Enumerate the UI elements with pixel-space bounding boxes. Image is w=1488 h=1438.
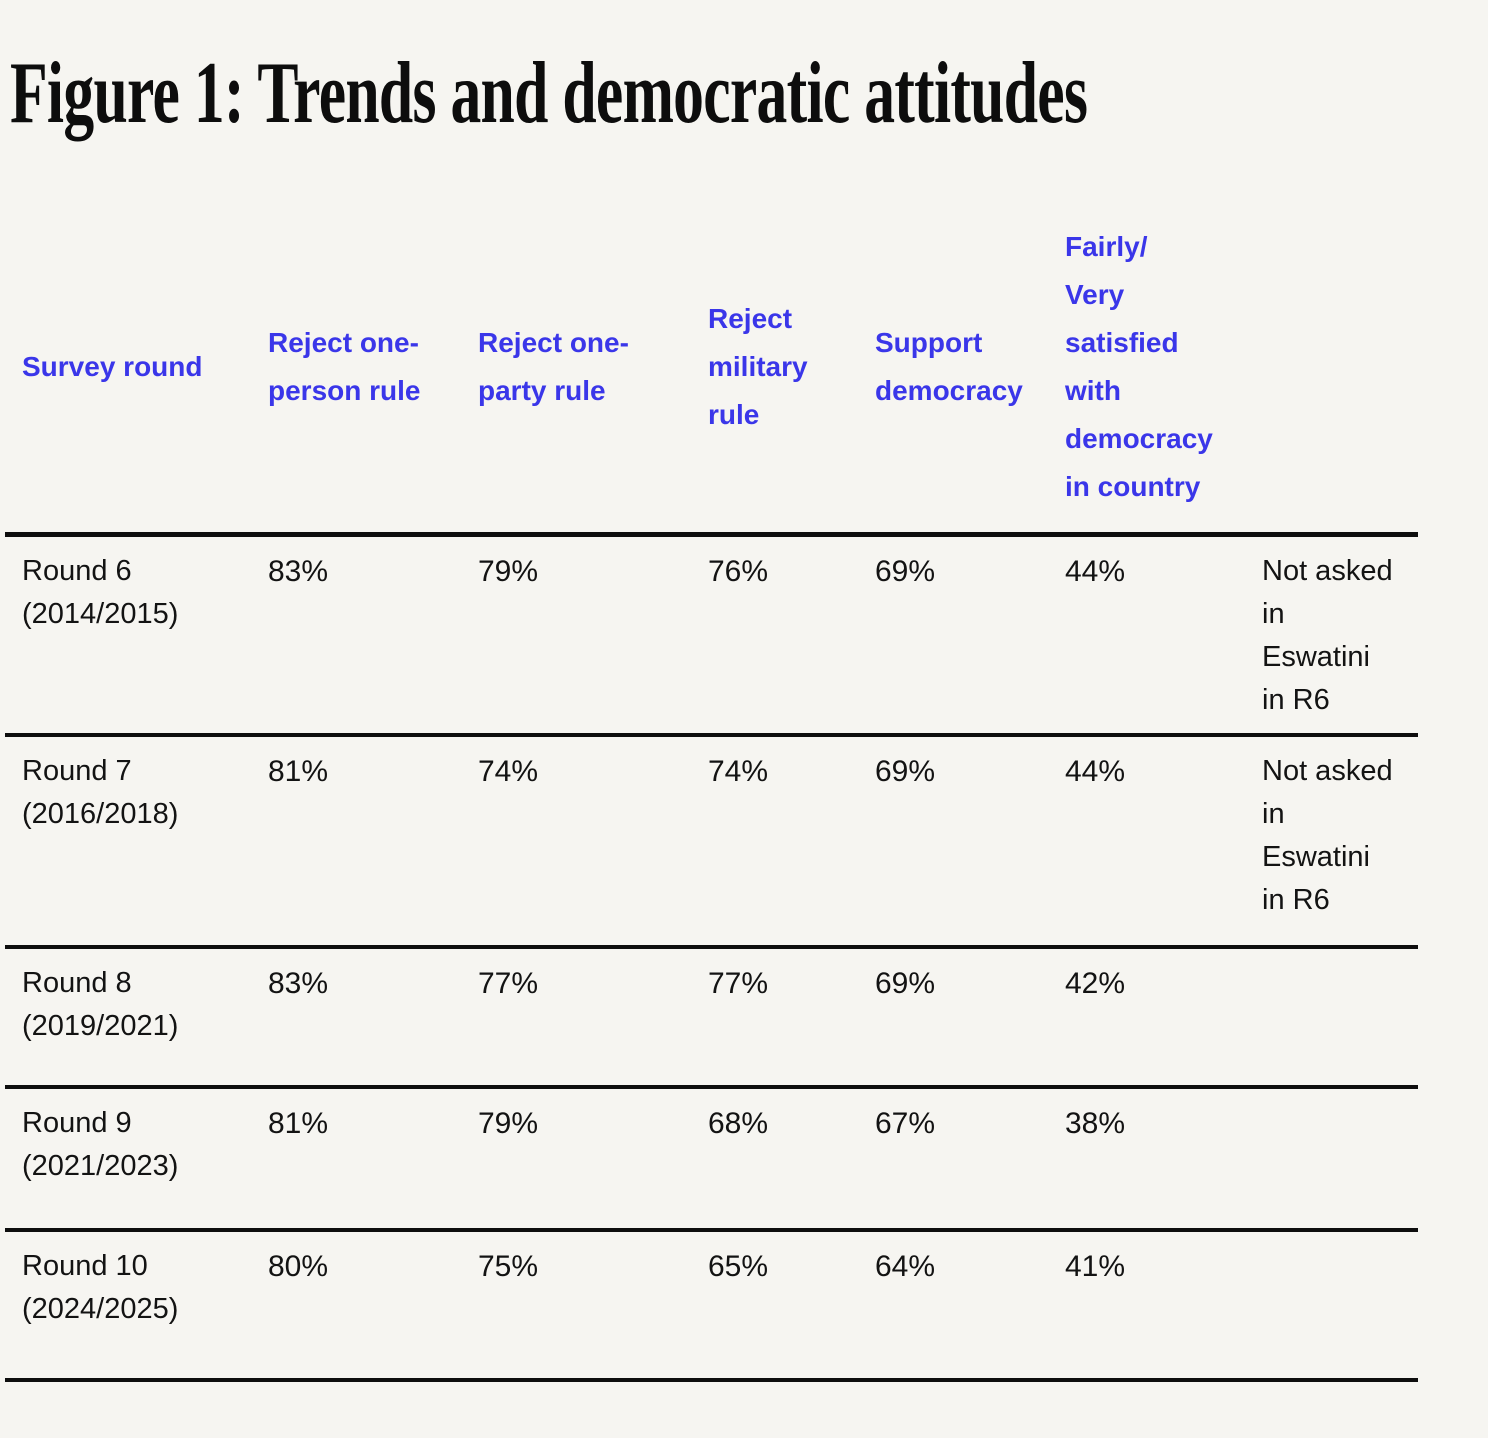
col-header-satisfied-with-democracy: Fairly/ Very satisfied with democracy in… [1065,231,1213,502]
value-cell: 65% [708,1250,769,1283]
value-cell: 41% [1065,1250,1126,1283]
value-cell: 69% [875,555,936,588]
round-cell: Round 9 (2021/2023) [22,1107,179,1182]
value-cell: 77% [708,967,769,1000]
figure-title: Figure 1: Trends and democratic attitude… [10,45,1088,142]
round-cell: Round 8 (2019/2021) [22,967,179,1042]
col-header-reject-one-person-rule: Reject one- person rule [268,327,421,406]
value-cell: 83% [268,555,329,588]
value-cell: 44% [1065,555,1126,588]
value-cell: 79% [478,555,539,588]
value-cell: 64% [875,1250,936,1283]
round-cell: Round 10 (2024/2025) [22,1250,179,1325]
header-row: Survey round Reject one- person rule Rej… [5,138,1418,537]
value-cell: 75% [478,1250,539,1283]
value-cell: 74% [708,755,769,788]
value-cell: 79% [478,1107,539,1140]
value-cell: 69% [875,967,936,1000]
table-row-round-9: Round 9 (2021/2023) 81% 79% 68% 67% 38% [5,1089,1418,1232]
note-cell: Not asked in Eswatini in R6 [1262,555,1393,716]
col-header-support-democracy: Support democracy [875,327,1023,406]
value-cell: 77% [478,967,539,1000]
value-cell: 67% [875,1107,936,1140]
value-cell: 80% [268,1250,329,1283]
col-header-survey-round: Survey round [22,351,203,382]
round-cell: Round 6 (2014/2015) [22,555,179,630]
table-row-round-8: Round 8 (2019/2021) 83% 77% 77% 69% 42% [5,949,1418,1089]
value-cell: 42% [1065,967,1126,1000]
note-cell: Not asked in Eswatini in R6 [1262,755,1393,916]
value-cell: 83% [268,967,329,1000]
value-cell: 81% [268,755,329,788]
round-cell: Round 7 (2016/2018) [22,755,179,830]
table-row-round-10: Round 10 (2024/2025) 80% 75% 65% 64% 41% [5,1232,1418,1382]
attitudes-table: Survey round Reject one- person rule Rej… [5,138,1418,1382]
table-row-round-6: Round 6 (2014/2015) 83% 79% 76% 69% 44% … [5,537,1418,737]
value-cell: 81% [268,1107,329,1140]
value-cell: 74% [478,755,539,788]
figure-page: Figure 1: Trends and democratic attitude… [5,45,1418,1382]
table-row-round-7: Round 7 (2016/2018) 81% 74% 74% 69% 44% … [5,737,1418,949]
value-cell: 44% [1065,755,1126,788]
value-cell: 38% [1065,1107,1126,1140]
value-cell: 76% [708,555,769,588]
value-cell: 69% [875,755,936,788]
value-cell: 68% [708,1107,769,1140]
col-header-reject-one-party-rule: Reject one- party rule [478,327,629,406]
col-header-reject-military-rule: Reject military rule [708,303,808,430]
